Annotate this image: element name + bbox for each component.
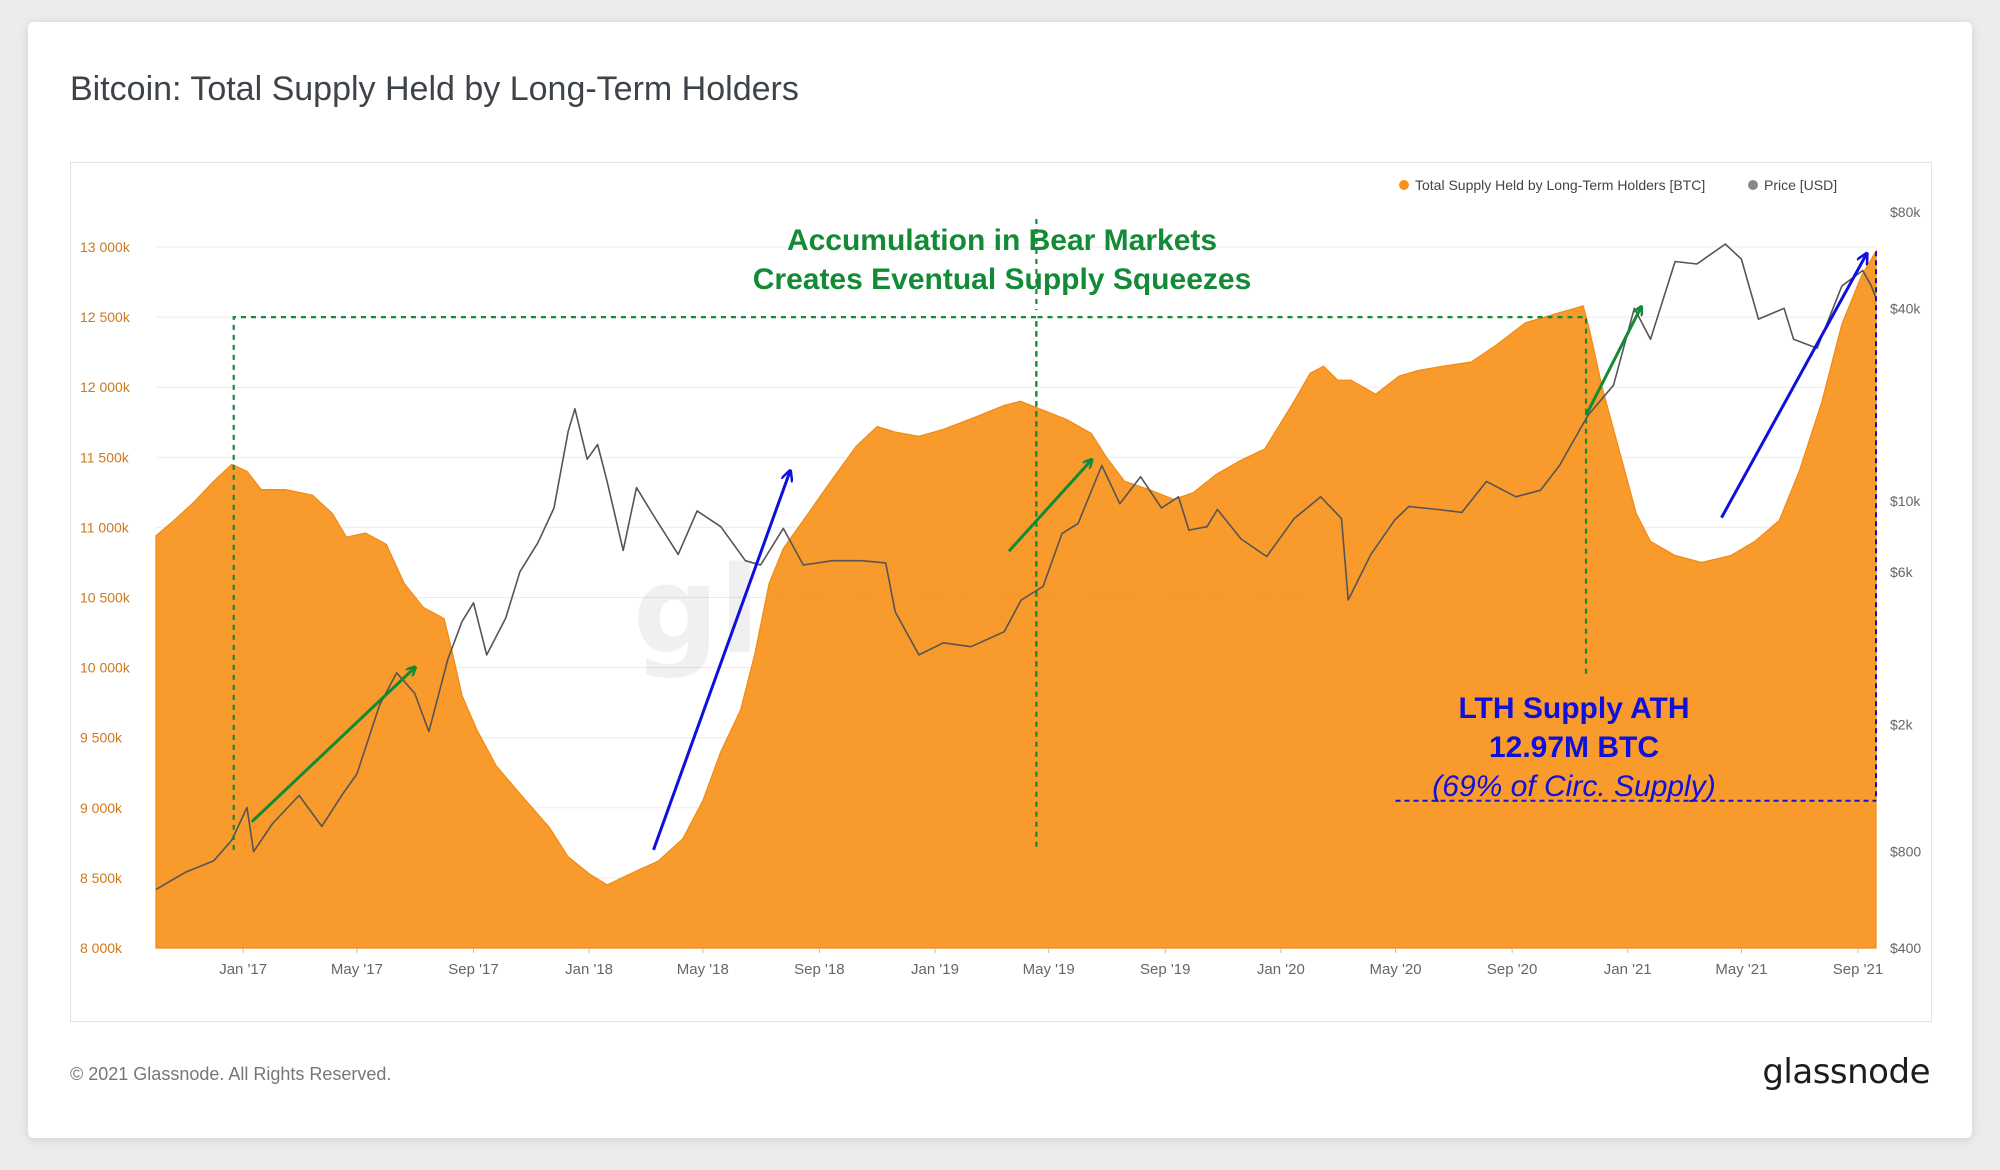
x-tick-label: Sep '17 [448,961,498,978]
y-left-tick-label: 10 000k [80,660,131,676]
glassnode-logo: glassnode [1762,1052,1930,1092]
copyright-text: © 2021 Glassnode. All Rights Reserved. [70,1064,392,1084]
y-right-tick-label: $400 [1890,940,1921,956]
y-right-tick-label: $80k [1890,204,1921,220]
blue-annotation-line2: 12.97M BTC [1489,731,1659,764]
blue-arrow-1 [652,471,790,851]
x-tick-label: Sep '21 [1833,961,1883,978]
legend-label-supply: Total Supply Held by Long-Term Holders [… [1415,177,1705,193]
green-annotation-line1: Accumulation in Bear Markets [787,224,1217,257]
supply-area [155,249,1877,949]
chart-title: Bitcoin: Total Supply Held by Long-Term … [70,70,799,108]
y-right-tick-label: $40k [1890,300,1921,316]
y-left-tick-label: 9 000k [80,800,123,816]
x-tick-label: May '20 [1370,961,1422,978]
y-left-tick-label: 9 500k [80,730,123,746]
x-tick-label: May '21 [1715,961,1767,978]
y-left-tick-label: 12 000k [80,379,131,395]
y-right-tick-label: $800 [1890,844,1921,860]
y-right-tick-label: $10k [1890,493,1921,509]
x-tick-label: Jan '20 [1257,961,1305,978]
y-left-tick-label: 12 500k [80,309,131,325]
y-right-tick-label: $6k [1890,564,1914,580]
x-tick-label: Sep '20 [1487,961,1537,978]
x-tick-label: Sep '18 [794,961,844,978]
y-right-tick-label: $2k [1890,716,1914,732]
green-dashed-box-2 [1035,316,1588,677]
y-left-tick-label: 11 500k [80,449,130,465]
y-left-tick-label: 8 500k [80,870,123,886]
green-arrow-2 [1007,460,1091,553]
x-tick-label: Jan '21 [1604,961,1652,978]
y-left-tick-label: 13 000k [80,239,131,255]
x-tick-label: May '17 [331,961,383,978]
chart-card: Bitcoin: Total Supply Held by Long-Term … [28,22,1972,1138]
blue-annotation-line3: (69% of Circ. Supply) [1432,770,1715,803]
green-arrow-1 [250,668,415,823]
x-tick-label: May '19 [1023,961,1075,978]
y-left-tick-label: 11 000k [80,519,130,535]
x-tick-label: May '18 [677,961,729,978]
blue-arrow-2 [1720,254,1867,519]
x-tick-label: Sep '19 [1140,961,1190,978]
price-line [155,243,1877,891]
x-tick-label: Jan '18 [565,961,613,978]
x-tick-label: Jan '17 [219,961,267,978]
legend-label-price: Price [USD] [1764,177,1837,193]
x-tick-label: Jan '19 [911,961,959,978]
y-left-tick-label: 10 500k [80,590,131,606]
legend-dot-price [1748,180,1758,190]
green-arrow-3 [1584,307,1641,416]
blue-annotation-line1: LTH Supply ATH [1458,692,1689,725]
green-annotation-line2: Creates Eventual Supply Squeezes [753,263,1252,296]
legend-dot-supply [1399,180,1409,190]
y-left-tick-label: 8 000k [80,940,123,956]
